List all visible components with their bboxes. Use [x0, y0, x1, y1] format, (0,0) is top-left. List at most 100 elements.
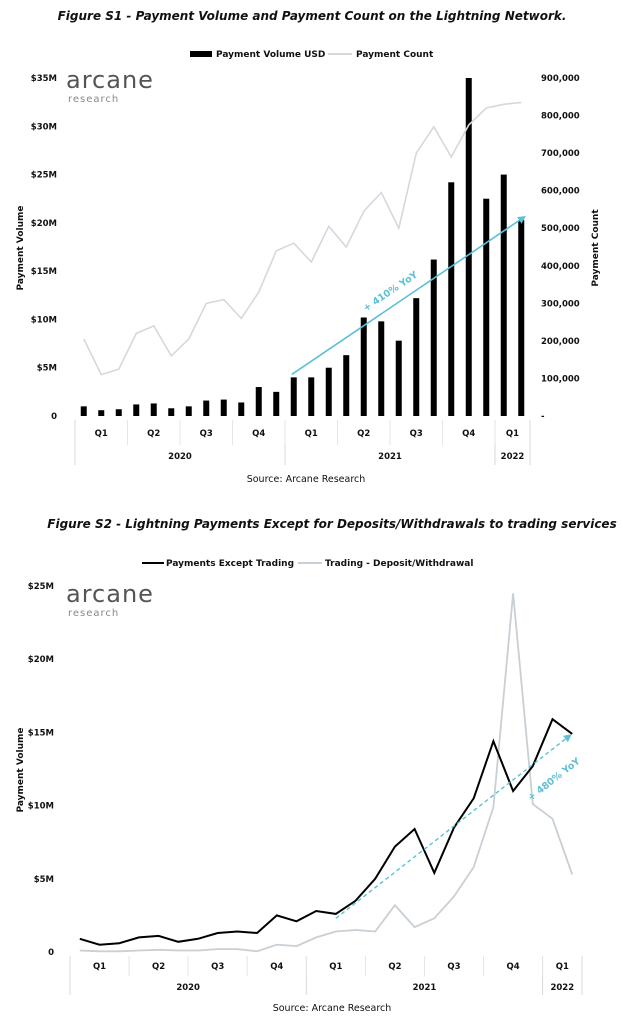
y-tick-label: 0 [48, 948, 54, 958]
y2-tick-label: 600,000 [541, 187, 580, 197]
brand-logo-text: arcane [66, 66, 154, 94]
x-quarter-label: Q4 [462, 429, 475, 439]
bar-payment-volume [98, 410, 105, 416]
x-quarter-label: Q2 [147, 429, 160, 439]
y-tick-label: $5M [37, 364, 57, 374]
bar-payment-volume [360, 317, 367, 416]
y-tick-label: $25M [31, 171, 57, 181]
bar-payment-volume [115, 409, 122, 416]
y-tick-label: $20M [31, 219, 57, 229]
bar-payment-volume [273, 391, 280, 416]
x-quarter-label: Q3 [211, 962, 224, 972]
figure-s2: Figure S2 - Lightning Payments Except fo… [16, 517, 617, 1014]
figure-s1-ylabel: Payment Volume [16, 206, 26, 291]
y-tick-label: $35M [31, 74, 57, 84]
bar-payment-volume [325, 367, 332, 416]
series-line-payments-except-trading [79, 717, 573, 946]
bar-payment-volume [448, 182, 455, 416]
x-quarter-label: Q4 [252, 429, 265, 439]
figure-s1-x-axis: Q1 Q2 Q3 Q4 Q1 Q2 Q3 Q4 Q1 2020 2021 2022 [74, 420, 531, 465]
bar-payment-volume [150, 403, 157, 416]
y2-tick-label: - [541, 412, 545, 422]
brand-logo-subtext: research [68, 608, 119, 619]
x-quarter-label: Q4 [270, 962, 283, 972]
figure-s1-right-axis: - 100,000 200,000 300,000 400,000 500,000 600,… [541, 74, 580, 422]
brand-logo-text: arcane [66, 580, 154, 608]
bar-payment-volume [308, 377, 315, 416]
legend-swatch-payment-volume [190, 51, 212, 57]
figure-s2-left-axis: 0 $5M $10M $15M $20M $25M [28, 582, 54, 958]
figure-s1-legend: Payment Volume USD Payment Count [190, 50, 434, 60]
x-quarter-label: Q1 [95, 429, 108, 439]
y-tick-label: $5M [34, 875, 54, 885]
legend-label-trading: Trading - Deposit/Withdrawal [325, 559, 473, 569]
y-tick-label: $15M [28, 728, 54, 738]
y-tick-label: $25M [28, 582, 54, 592]
figure-s1-bars [80, 78, 525, 416]
y2-tick-label: 200,000 [541, 337, 580, 347]
bar-payment-volume [220, 399, 227, 416]
x-quarter-label: Q1 [305, 429, 318, 439]
y2-tick-label: 300,000 [541, 299, 580, 309]
bar-payment-volume [483, 198, 490, 416]
x-quarter-label: Q1 [506, 429, 519, 439]
y2-tick-label: 100,000 [541, 374, 580, 384]
x-quarter-label: Q2 [152, 962, 165, 972]
trend-arrow-410 [291, 215, 526, 376]
bar-payment-volume [413, 298, 420, 416]
bar-payment-volume [343, 355, 350, 416]
bar-payment-volume [290, 377, 297, 416]
figure-s1-brand-logo: arcane research [66, 66, 154, 105]
legend-label-payments-except-trading: Payments Except Trading [166, 559, 294, 569]
figure-s1-left-axis: 0 $5M $10M $15M $20M $25M $30M $35M [31, 74, 57, 422]
figure-s2-legend: Payments Except Trading Trading - Deposi… [142, 559, 473, 569]
brand-logo-subtext: research [68, 94, 119, 105]
series-line-payment-count [83, 101, 522, 376]
figure-s1: Figure S1 - Payment Volume and Payment C… [16, 9, 601, 485]
bar-payment-volume [238, 402, 245, 416]
figure-s2-title: Figure S2 - Lightning Payments Except fo… [47, 517, 616, 531]
y2-tick-label: 800,000 [541, 112, 580, 122]
y-tick-label: $15M [31, 267, 57, 277]
figure-s1-source: Source: Arcane Research [247, 474, 366, 485]
y-tick-label: $20M [28, 655, 54, 665]
y2-tick-label: 400,000 [541, 262, 580, 272]
figure-s2-x-axis: Q1 Q2 Q3 Q4 Q1 Q2 Q3 Q4 Q1 2020 2021 2022 [69, 956, 583, 995]
legend-label-payment-volume: Payment Volume USD [216, 50, 325, 60]
x-quarter-label: Q3 [200, 429, 213, 439]
legend-label-payment-count: Payment Count [356, 50, 434, 60]
y-tick-label: $30M [31, 122, 57, 132]
x-quarter-label: Q1 [329, 962, 342, 972]
bar-payment-volume [500, 174, 507, 416]
y2-tick-label: 900,000 [541, 74, 580, 84]
bar-payment-volume [185, 406, 192, 416]
y-tick-label: 0 [51, 412, 57, 422]
x-year-label: 2020 [176, 983, 200, 993]
bar-payment-volume [80, 406, 87, 416]
y2-tick-label: 700,000 [541, 149, 580, 159]
bar-payment-volume [255, 387, 262, 416]
figure-s2-ylabel: Payment Volume [16, 728, 26, 813]
figure-s2-source: Source: Arcane Research [273, 1003, 392, 1014]
x-year-label: 2021 [413, 983, 437, 993]
x-year-label: 2022 [550, 983, 574, 993]
x-quarter-label: Q3 [410, 429, 423, 439]
x-quarter-label: Q2 [388, 962, 401, 972]
bar-payment-volume [378, 321, 385, 416]
figure-s1-y2label: Payment Count [591, 209, 601, 287]
figure-s2-brand-logo: arcane research [66, 580, 154, 619]
x-quarter-label: Q3 [447, 962, 460, 972]
x-year-label: 2020 [168, 452, 192, 462]
series-line-trading-deposit-withdrawal [79, 593, 574, 953]
x-quarter-label: Q2 [357, 429, 370, 439]
y2-tick-label: 500,000 [541, 224, 580, 234]
trend-arrow-480 [335, 734, 572, 919]
bar-payment-volume [518, 219, 525, 416]
figure-s1-title: Figure S1 - Payment Volume and Payment C… [58, 9, 567, 23]
bar-payment-volume [430, 259, 437, 416]
bar-payment-volume [203, 400, 210, 416]
x-year-label: 2021 [378, 452, 402, 462]
x-quarter-label: Q1 [556, 962, 569, 972]
